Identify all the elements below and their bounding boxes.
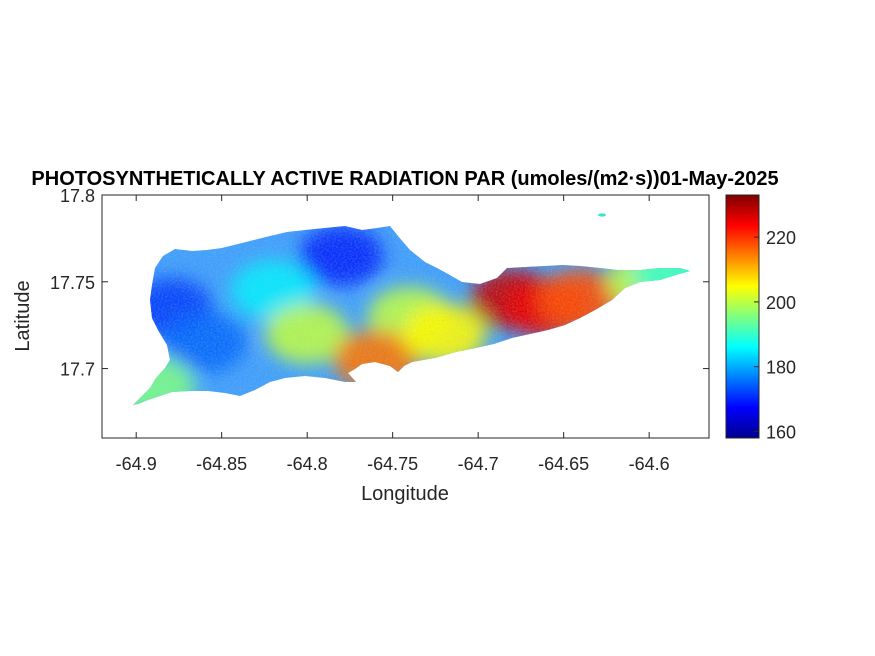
x-tick-label: -64.85 xyxy=(196,454,247,474)
small-islet xyxy=(598,213,606,217)
colorbar: 160 180 200 220 xyxy=(725,194,796,443)
x-tick-label: -64.75 xyxy=(367,454,418,474)
y-axis: 17.7 17.75 17.8 xyxy=(50,186,709,380)
y-tick-label: 17.8 xyxy=(60,186,95,206)
x-tick-label: -64.6 xyxy=(629,454,670,474)
y-tick-label: 17.7 xyxy=(60,360,95,380)
colorbar-tick-label: 180 xyxy=(766,358,796,378)
x-tick-label: -64.7 xyxy=(458,454,499,474)
x-axis: -64.9 -64.85 -64.8 -64.75 -64.7 -64.65 -64.6 xyxy=(116,195,670,474)
x-tick-label: -64.8 xyxy=(287,454,328,474)
colorbar-ticks: 160 180 200 220 xyxy=(754,228,796,443)
x-tick-label: -64.9 xyxy=(116,454,157,474)
colorbar-tick-label: 220 xyxy=(766,228,796,248)
y-axis-label: Latitude xyxy=(12,280,34,351)
colorbar-gradient xyxy=(725,194,760,439)
colorbar-tick-label: 160 xyxy=(766,423,796,443)
x-tick-label: -64.65 xyxy=(538,454,589,474)
x-axis-label: Longitude xyxy=(361,483,449,505)
colorbar-tick-label: 200 xyxy=(766,293,796,313)
y-tick-label: 17.75 xyxy=(50,273,95,293)
par-map xyxy=(133,213,690,405)
chart-title: PHOTOSYNTHETICALLY ACTIVE RADIATION PAR … xyxy=(31,168,778,190)
